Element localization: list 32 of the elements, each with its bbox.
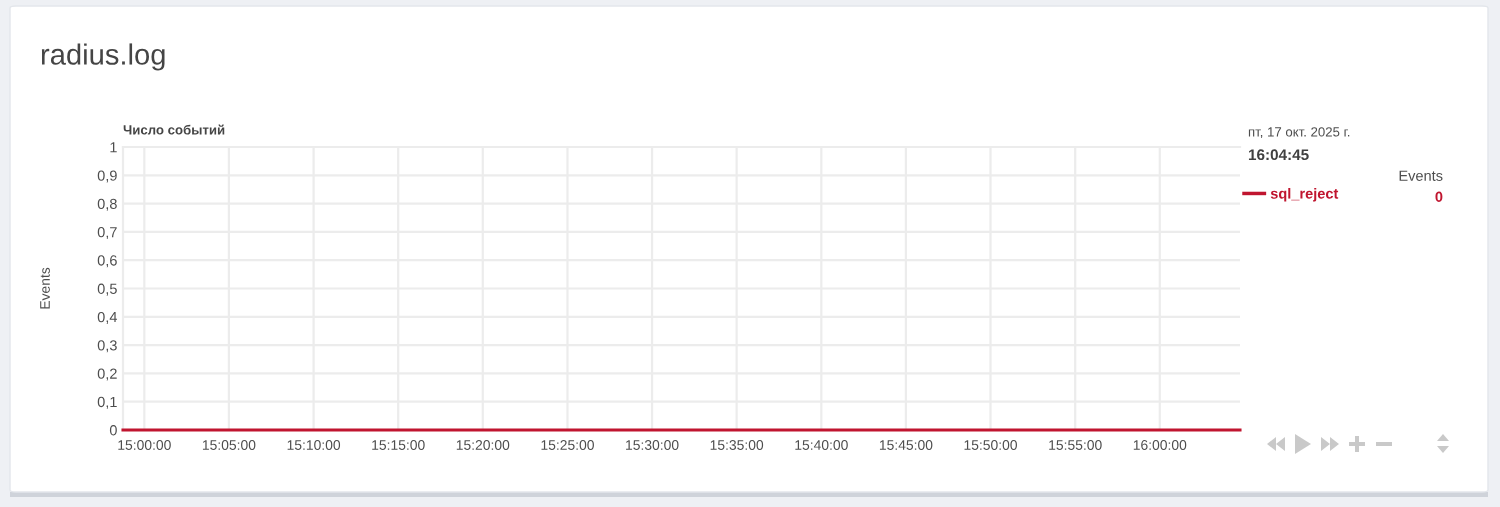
x-tick-label: 15:20:00 bbox=[456, 440, 510, 450]
x-tick-label: 15:10:00 bbox=[287, 440, 341, 450]
x-tick-label: 16:00:00 bbox=[1133, 440, 1187, 450]
y-tick-label: 0 bbox=[109, 425, 117, 436]
x-tick-label: 15:25:00 bbox=[541, 440, 594, 450]
x-tick-label: 15:55:00 bbox=[1049, 440, 1102, 450]
x-tick-label: 15:15:00 bbox=[372, 440, 425, 450]
y-tick-label: 0,7 bbox=[97, 227, 117, 240]
x-tick-label: 15:35:00 bbox=[710, 440, 764, 450]
x-tick-label: 15:30:00 bbox=[626, 440, 679, 450]
x-tick-label: 15:05:00 bbox=[202, 440, 256, 450]
y-tick-label: 0,1 bbox=[97, 396, 117, 409]
chart-title: radius.log bbox=[41, 43, 165, 71]
x-tick-label: 15:45:00 bbox=[879, 440, 933, 450]
x-tick-label: 15:00:00 bbox=[118, 440, 171, 450]
y-tick-label: 0,9 bbox=[97, 170, 117, 183]
y-tick-label: 0,5 bbox=[97, 283, 117, 296]
x-tick-label: 15:40:00 bbox=[795, 440, 848, 450]
text: пт, 17 окт. 2025 г. bbox=[1248, 127, 1350, 139]
y-axis-title: Events bbox=[40, 267, 50, 309]
legend-label: sql_reject bbox=[1270, 188, 1339, 202]
y-tick-label: 0,3 bbox=[97, 340, 117, 353]
y-tick-label: 0,6 bbox=[97, 255, 117, 268]
y-tick-label: 1 bbox=[110, 142, 117, 153]
y-tick-label: 0,2 bbox=[97, 368, 117, 381]
y-tick-label: 0,4 bbox=[97, 311, 118, 324]
chart-subtitle: Число событий bbox=[123, 124, 225, 135]
x-tick-label: 15:50:00 bbox=[964, 440, 1017, 450]
text: 0 bbox=[1435, 191, 1443, 202]
text: 16:04:45 bbox=[1248, 149, 1309, 161]
text: Events bbox=[1399, 170, 1443, 181]
y-tick-label: 0,8 bbox=[97, 198, 117, 211]
